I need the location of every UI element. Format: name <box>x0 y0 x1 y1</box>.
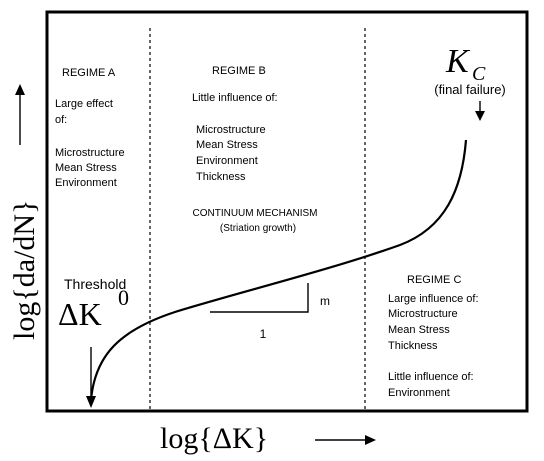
regime-c-title: REGIME C <box>407 274 461 286</box>
regime-c-line: Large influence of: <box>388 293 479 305</box>
regime-b-lines: Little influence of: Microstructure Mean… <box>192 92 278 183</box>
kc-arrow-head <box>475 111 485 121</box>
regime-b-line: Environment <box>196 155 258 167</box>
regime-c-line: Environment <box>388 387 450 399</box>
regime-a-line: Environment <box>55 177 117 189</box>
regime-c-lines: Large influence of: Microstructure Mean … <box>388 293 479 399</box>
x-axis-label: log{ΔK} <box>160 422 268 455</box>
striation-growth-label: (Striation growth) <box>220 223 296 234</box>
crack-growth-curve <box>89 139 468 401</box>
plot-frame <box>45 10 529 413</box>
threshold-delta-k: ΔK <box>58 296 102 332</box>
continuum-mechanism-label: CONTINUUM MECHANISM <box>193 208 318 219</box>
kc-subscript: C <box>472 63 486 85</box>
regime-a-lines: Large effect of: Microstructure Mean Str… <box>55 98 125 189</box>
y-axis-arrow-head <box>15 84 25 95</box>
regime-b-line: Thickness <box>196 171 246 183</box>
regime-a-line: Mean Stress <box>55 162 117 174</box>
threshold-label: Threshold <box>64 276 126 292</box>
regime-b-line: Mean Stress <box>196 139 258 151</box>
regime-b-line: Microstructure <box>196 124 266 136</box>
regime-a-line: Microstructure <box>55 147 125 159</box>
y-axis-label: log{da/dN} <box>8 200 41 340</box>
slope-rise-label: m <box>320 294 330 308</box>
slope-triangle <box>210 283 309 313</box>
regime-b-line: Little influence of: <box>192 92 278 104</box>
x-axis-arrow-head <box>365 435 376 445</box>
kc-symbol: K <box>445 43 471 80</box>
regime-c-line: Mean Stress <box>388 324 450 336</box>
regime-c-line: Microstructure <box>388 308 458 320</box>
regime-c-line: Thickness <box>388 340 438 352</box>
regime-a-line: Large effect <box>55 98 113 110</box>
threshold-symbol: ΔK <box>58 296 102 332</box>
threshold-superscript: 0 <box>118 285 129 310</box>
regime-a-title: REGIME A <box>62 67 116 79</box>
kc-note: (final failure) <box>434 82 506 97</box>
threshold-arrow-head <box>86 396 96 408</box>
regime-c-line: Little influence of: <box>388 371 474 383</box>
regime-b-title: REGIME B <box>212 65 266 77</box>
regime-a-line: of: <box>55 114 67 126</box>
slope-run-label: 1 <box>260 327 267 341</box>
